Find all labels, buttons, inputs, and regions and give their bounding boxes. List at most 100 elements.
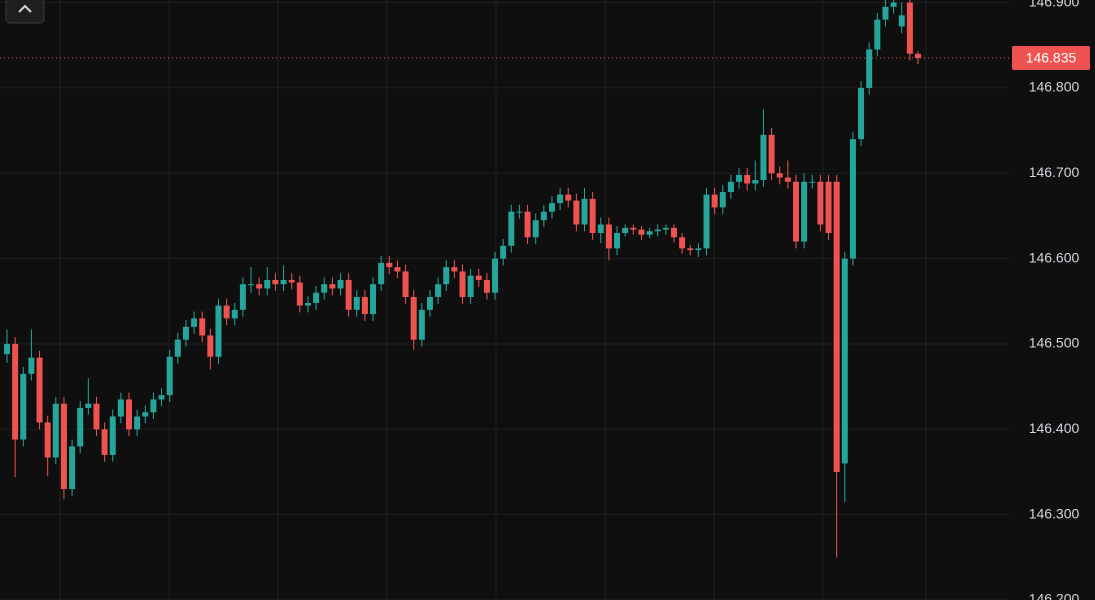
candle-body xyxy=(801,181,808,242)
candle-body xyxy=(605,224,612,249)
candle-body xyxy=(687,248,694,251)
candle-body xyxy=(142,412,149,417)
candle-body xyxy=(77,407,84,447)
candle-body xyxy=(508,211,515,246)
candle-body xyxy=(321,284,328,293)
candle-body xyxy=(646,231,653,235)
candle-body xyxy=(60,403,67,490)
candle-body xyxy=(85,403,92,408)
candle-body xyxy=(199,318,206,336)
y-tick-label: 146.700 xyxy=(1029,164,1080,180)
candle-body xyxy=(467,275,474,298)
y-tick-label: 146.500 xyxy=(1029,335,1080,351)
candle-body xyxy=(353,297,360,310)
candle-body xyxy=(256,284,263,289)
candle-body xyxy=(736,174,743,182)
candle-body xyxy=(158,395,165,400)
grid xyxy=(0,2,1010,600)
candle-body xyxy=(719,192,726,208)
candle-body xyxy=(475,275,482,280)
candle-body xyxy=(679,237,686,249)
candle-body xyxy=(817,181,824,225)
candle-body xyxy=(394,267,401,272)
candle-body xyxy=(752,180,759,184)
last-price-label: 146.835 xyxy=(1026,50,1077,66)
candle-body xyxy=(540,211,547,221)
candle-body xyxy=(296,282,303,306)
price-axis: 146.200 146.300 146.400 146.500 146.600 146.7… xyxy=(1010,0,1095,600)
candle-body xyxy=(703,194,710,249)
candle-body xyxy=(548,203,555,212)
candle-body xyxy=(906,2,913,54)
candle-body xyxy=(589,198,596,234)
candle-body xyxy=(101,429,108,455)
vertical-grid xyxy=(59,0,927,600)
candle-body xyxy=(4,343,10,355)
candle-body xyxy=(565,194,572,201)
candle-body xyxy=(483,279,490,293)
candle-body xyxy=(264,279,271,289)
candle-body xyxy=(451,267,458,272)
axis-bg xyxy=(1010,0,1095,600)
candle-body xyxy=(345,279,352,310)
candle-body xyxy=(581,198,588,225)
candle-body xyxy=(28,357,35,374)
candle-body xyxy=(825,181,832,234)
candle-body xyxy=(134,416,141,430)
candle-body xyxy=(662,227,669,230)
candle-body xyxy=(426,297,433,310)
candle-body xyxy=(410,297,417,340)
candle-body xyxy=(435,284,442,298)
candle-body xyxy=(890,2,897,7)
candle-body xyxy=(792,181,799,242)
scroll-button[interactable] xyxy=(5,0,45,24)
candle-body xyxy=(459,271,466,298)
candle-body xyxy=(711,194,718,208)
candle-body xyxy=(597,224,604,234)
candle-body xyxy=(874,19,881,50)
candle-body xyxy=(304,302,311,306)
candle-body xyxy=(402,271,409,298)
candle-body xyxy=(150,399,157,413)
candle-body xyxy=(44,422,51,458)
candle-body xyxy=(898,15,905,27)
candles xyxy=(4,0,921,558)
candle-body xyxy=(573,200,580,225)
candle-body xyxy=(622,227,629,234)
candle-body xyxy=(248,284,255,286)
candle-body xyxy=(654,229,661,232)
candle-body xyxy=(329,284,336,289)
candle-body xyxy=(727,181,734,193)
candle-body xyxy=(109,416,116,455)
candle-body xyxy=(93,403,100,430)
candle-body xyxy=(239,284,246,310)
candle-body xyxy=(280,279,287,285)
candle-body xyxy=(882,6,889,20)
chevron-icon xyxy=(18,4,32,13)
candle-body xyxy=(361,297,368,315)
candle-body xyxy=(760,134,767,181)
candle-body xyxy=(223,305,230,319)
candle-body xyxy=(174,339,181,357)
y-tick-label: 146.200 xyxy=(1029,591,1080,600)
candle-body xyxy=(915,53,921,59)
candle-body xyxy=(52,403,59,458)
candle-body xyxy=(117,399,124,417)
y-tick-label: 146.600 xyxy=(1029,249,1080,265)
candle-body xyxy=(207,335,214,357)
candle-body xyxy=(557,194,564,204)
candle-body xyxy=(841,258,848,464)
candle-body xyxy=(215,305,222,357)
candle-body xyxy=(69,446,76,490)
candle-body xyxy=(866,49,873,88)
candle-body xyxy=(36,357,43,423)
candle-body xyxy=(638,229,645,235)
y-tick-label: 146.800 xyxy=(1029,79,1080,95)
candle-body xyxy=(378,262,385,285)
candle-body xyxy=(182,326,189,340)
button-bg[interactable] xyxy=(5,0,45,24)
candle-body xyxy=(20,373,27,440)
candle-body xyxy=(670,227,677,238)
candle-body xyxy=(500,245,507,259)
